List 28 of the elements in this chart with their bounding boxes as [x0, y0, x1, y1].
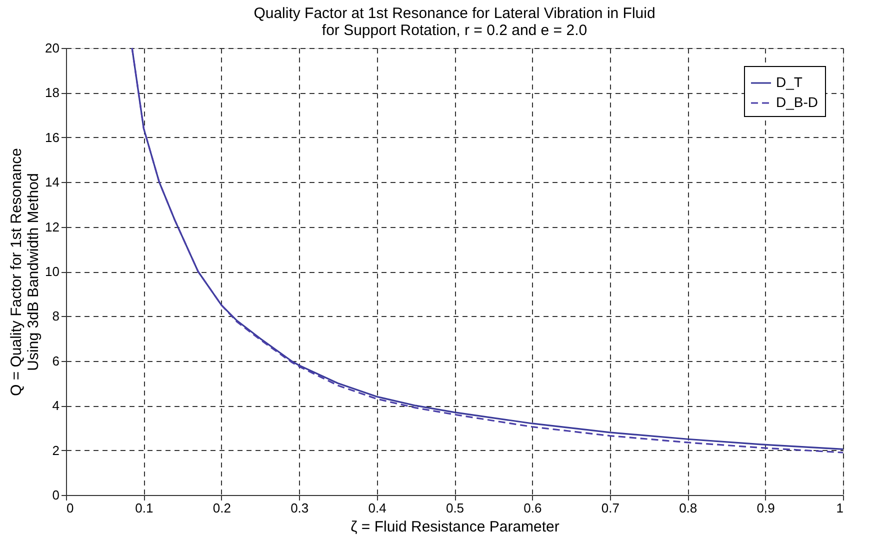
- y-tick-label: 18: [45, 85, 60, 100]
- chart-subtitle: for Support Rotation, r = 0.2 and e = 2.0: [322, 22, 588, 39]
- y-tick-label: 16: [45, 130, 60, 145]
- legend-label: D_B-D: [776, 94, 818, 110]
- y-tick-label: 0: [52, 488, 60, 502]
- y-tick-label: 12: [45, 219, 60, 234]
- x-tick-label: 0.4: [368, 500, 386, 516]
- x-tick-label: 0.6: [524, 500, 542, 516]
- x-tick-label: 0.7: [601, 500, 620, 516]
- x-tick-label: 0.3: [290, 500, 309, 516]
- x-tick-label: 0: [66, 500, 74, 516]
- y-tick-label: 4: [52, 398, 60, 414]
- x-tick-label: 1: [836, 500, 844, 516]
- y-tick-label: 8: [52, 308, 60, 324]
- legend-label: D_T: [776, 74, 803, 90]
- y-tick-label: 14: [45, 174, 60, 190]
- x-tick-label: 0.8: [679, 500, 698, 516]
- x-tick-label: 0.1: [135, 500, 154, 516]
- x-axis-title: ζ = Fluid Resistance Parameter: [350, 518, 560, 536]
- x-tick-label: 0.5: [446, 500, 464, 516]
- y-axis-title: Q = Quality Factor for 1st Resonance Using 3dB Bandwidth Method: [8, 148, 42, 396]
- x-tick-label: 0.2: [212, 500, 231, 516]
- y-tick-label: 10: [45, 264, 60, 279]
- y-tick-label: 20: [45, 40, 60, 56]
- x-tick-label: 0.9: [756, 500, 775, 516]
- chart-title: Quality Factor at 1st Resonance for Lateral Vibration in Fluid: [254, 5, 656, 22]
- y-tick-label: 2: [52, 442, 60, 458]
- y-tick-label: 6: [52, 353, 60, 368]
